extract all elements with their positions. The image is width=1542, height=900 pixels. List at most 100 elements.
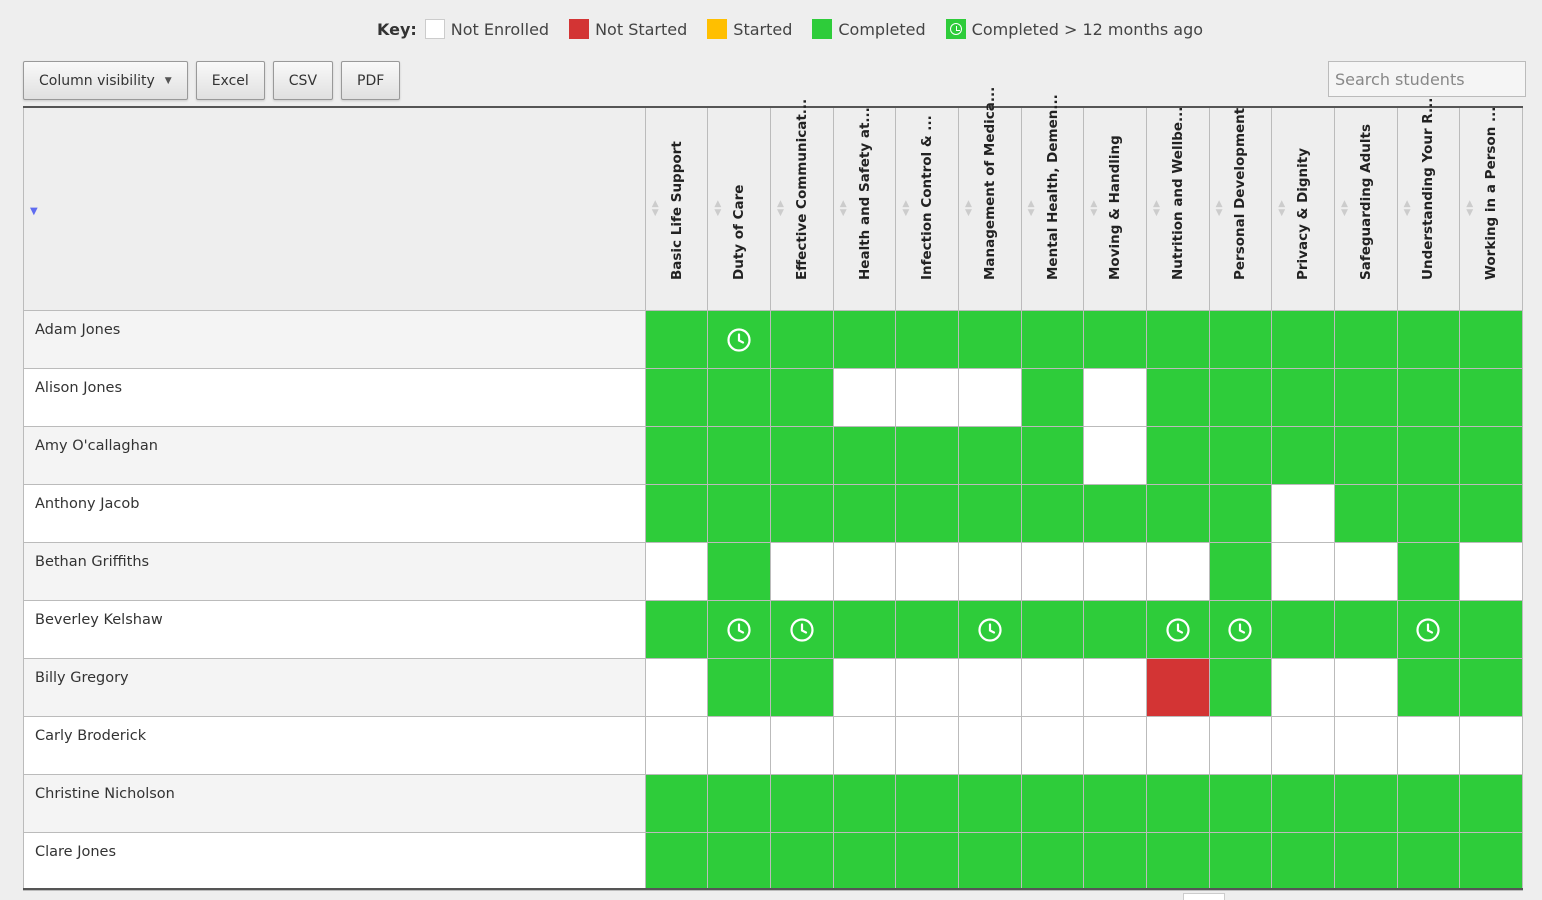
status-cell-not-enrolled[interactable] — [896, 659, 960, 716]
search-students-input[interactable] — [1328, 61, 1526, 97]
status-cell-completed[interactable] — [708, 485, 772, 542]
status-cell-not-enrolled[interactable] — [1334, 543, 1398, 600]
status-cell-completed-old[interactable] — [708, 311, 772, 368]
status-cell-not-enrolled[interactable] — [833, 369, 897, 426]
excel-export-button[interactable]: Excel — [195, 61, 265, 100]
status-cell-not-enrolled[interactable] — [1084, 369, 1147, 426]
status-cell-not-enrolled[interactable] — [1460, 543, 1523, 600]
status-cell-completed[interactable] — [896, 775, 960, 832]
status-cell-completed[interactable] — [1084, 485, 1147, 542]
status-cell-completed-old[interactable] — [771, 601, 834, 658]
status-cell-completed[interactable] — [1272, 369, 1335, 426]
status-cell-completed[interactable] — [959, 427, 1022, 484]
status-cell-completed[interactable] — [1334, 427, 1398, 484]
status-cell-completed[interactable] — [896, 311, 960, 368]
status-cell-not-enrolled[interactable] — [645, 717, 709, 774]
status-cell-not-enrolled[interactable] — [645, 543, 709, 600]
status-cell-completed[interactable] — [1021, 833, 1085, 890]
status-cell-completed[interactable] — [1209, 485, 1273, 542]
status-cell-completed[interactable] — [645, 833, 709, 890]
status-cell-not-enrolled[interactable] — [1084, 543, 1147, 600]
status-cell-completed[interactable] — [1084, 775, 1147, 832]
status-cell-completed[interactable] — [1084, 311, 1147, 368]
status-cell-not-enrolled[interactable] — [1021, 717, 1085, 774]
status-cell-completed[interactable] — [645, 427, 709, 484]
status-cell-completed[interactable] — [1272, 833, 1335, 890]
status-cell-completed[interactable] — [1147, 311, 1210, 368]
status-cell-completed[interactable] — [1147, 369, 1210, 426]
status-cell-completed[interactable] — [645, 311, 709, 368]
status-cell-not-enrolled[interactable] — [896, 717, 960, 774]
status-cell-completed[interactable] — [1334, 775, 1398, 832]
status-cell-completed[interactable] — [1460, 427, 1523, 484]
status-cell-not-enrolled[interactable] — [896, 369, 960, 426]
status-cell-completed[interactable] — [708, 659, 772, 716]
status-cell-not-enrolled[interactable] — [959, 543, 1022, 600]
status-cell-completed[interactable] — [1460, 833, 1523, 890]
status-cell-completed[interactable] — [708, 369, 772, 426]
status-cell-completed-old[interactable] — [708, 601, 772, 658]
student-name-column-header[interactable]: ▼ — [23, 108, 646, 311]
status-cell-completed[interactable] — [1084, 833, 1147, 890]
status-cell-completed[interactable] — [1334, 833, 1398, 890]
status-cell-completed[interactable] — [1209, 369, 1273, 426]
status-cell-completed[interactable] — [645, 369, 709, 426]
status-cell-completed[interactable] — [1460, 485, 1523, 542]
status-cell-completed[interactable] — [1209, 833, 1273, 890]
column-header[interactable]: ▲ ▼ Health and Safety at... — [834, 107, 897, 311]
status-cell-not-enrolled[interactable] — [1272, 543, 1335, 600]
status-cell-not-enrolled[interactable] — [1021, 543, 1085, 600]
status-cell-completed[interactable] — [833, 601, 897, 658]
status-cell-completed[interactable] — [1147, 833, 1210, 890]
status-cell-not-enrolled[interactable] — [1460, 717, 1523, 774]
status-cell-completed-old[interactable] — [1209, 601, 1273, 658]
column-header[interactable]: ▲ ▼ Mental Health, Demen... — [1022, 94, 1085, 311]
status-cell-completed[interactable] — [1272, 311, 1335, 368]
status-cell-completed[interactable] — [1334, 601, 1398, 658]
status-cell-completed[interactable] — [1084, 601, 1147, 658]
status-cell-not-enrolled[interactable] — [1084, 427, 1147, 484]
status-cell-completed[interactable] — [1460, 601, 1523, 658]
status-cell-completed[interactable] — [771, 659, 834, 716]
column-header[interactable]: ▲ ▼ Moving & Handling — [1084, 108, 1147, 311]
status-cell-completed[interactable] — [1334, 311, 1398, 368]
status-cell-not-enrolled[interactable] — [1397, 717, 1461, 774]
status-cell-not-enrolled[interactable] — [708, 717, 772, 774]
status-cell-not-enrolled[interactable] — [896, 543, 960, 600]
status-cell-completed[interactable] — [1021, 485, 1085, 542]
column-header[interactable]: ▲ ▼ Duty of Care — [708, 108, 772, 311]
status-cell-not-enrolled[interactable] — [1272, 659, 1335, 716]
status-cell-not-enrolled[interactable] — [1272, 485, 1335, 542]
status-cell-completed[interactable] — [708, 543, 772, 600]
status-cell-completed[interactable] — [1272, 427, 1335, 484]
status-cell-not-enrolled[interactable] — [1021, 659, 1085, 716]
status-cell-completed[interactable] — [833, 775, 897, 832]
status-cell-completed[interactable] — [771, 427, 834, 484]
status-cell-not-started[interactable] — [1147, 659, 1210, 716]
status-cell-completed[interactable] — [1209, 775, 1273, 832]
status-cell-completed[interactable] — [1209, 427, 1273, 484]
status-cell-completed[interactable] — [1460, 659, 1523, 716]
status-cell-completed[interactable] — [1209, 311, 1273, 368]
status-cell-completed[interactable] — [833, 485, 897, 542]
status-cell-not-enrolled[interactable] — [1147, 543, 1210, 600]
column-header[interactable]: ▲ ▼ Privacy & Dignity — [1272, 108, 1335, 311]
status-cell-completed[interactable] — [1397, 485, 1461, 542]
status-cell-not-enrolled[interactable] — [959, 369, 1022, 426]
status-cell-not-enrolled[interactable] — [1147, 717, 1210, 774]
status-cell-not-enrolled[interactable] — [959, 659, 1022, 716]
column-header[interactable]: ▲ ▼ Basic Life Support — [646, 108, 709, 311]
column-header[interactable]: ▲ ▼ Nutrition and Wellbe... — [1147, 107, 1210, 311]
status-cell-completed[interactable] — [833, 311, 897, 368]
status-cell-completed[interactable] — [1209, 659, 1273, 716]
status-cell-completed[interactable] — [1272, 775, 1335, 832]
pagination-control[interactable] — [1183, 893, 1225, 900]
status-cell-completed[interactable] — [833, 427, 897, 484]
status-cell-completed[interactable] — [1397, 543, 1461, 600]
column-header[interactable]: ▲ ▼ Personal Development — [1210, 108, 1273, 311]
status-cell-not-enrolled[interactable] — [833, 659, 897, 716]
status-cell-completed[interactable] — [1021, 775, 1085, 832]
status-cell-completed[interactable] — [1021, 369, 1085, 426]
status-cell-completed[interactable] — [771, 311, 834, 368]
status-cell-completed[interactable] — [708, 775, 772, 832]
